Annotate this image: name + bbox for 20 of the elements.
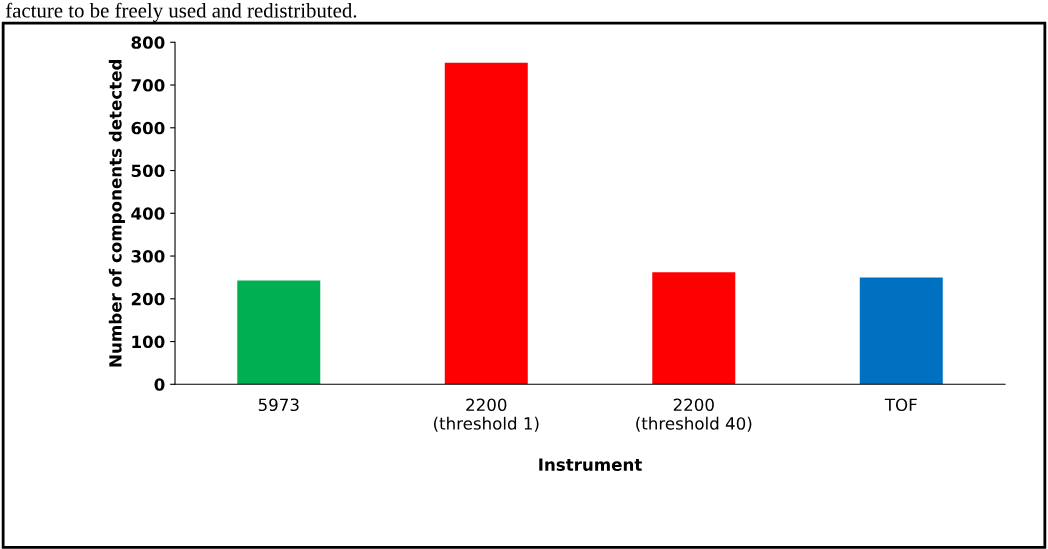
y-tick-label: 300 <box>131 250 165 263</box>
bar <box>859 277 943 385</box>
x-tick-label: TOF <box>884 398 917 412</box>
x-axis-title: Instrument <box>539 458 642 471</box>
y-tick-label: 200 <box>131 292 165 306</box>
bar <box>444 62 528 385</box>
y-tick-label: 100 <box>132 335 165 349</box>
y-tick-label: 0 <box>154 378 165 391</box>
y-tick-label: 400 <box>131 207 165 220</box>
x-tick-label: 5973 <box>258 398 299 412</box>
y-tick-label: 800 <box>131 36 165 49</box>
bar <box>237 280 321 385</box>
bar <box>652 272 736 385</box>
y-axis-title: Number of components detected <box>108 60 125 367</box>
text: facture to be freely used and redistributed. <box>5 2 357 22</box>
y-tick-label: 700 <box>131 78 165 92</box>
x-tick-label: 2200 (threshold 1) <box>434 398 539 432</box>
y-tick-label: 500 <box>131 164 165 178</box>
x-tick-label: 2200 (threshold 40) <box>636 398 752 432</box>
y-tick-label: 600 <box>131 121 165 135</box>
